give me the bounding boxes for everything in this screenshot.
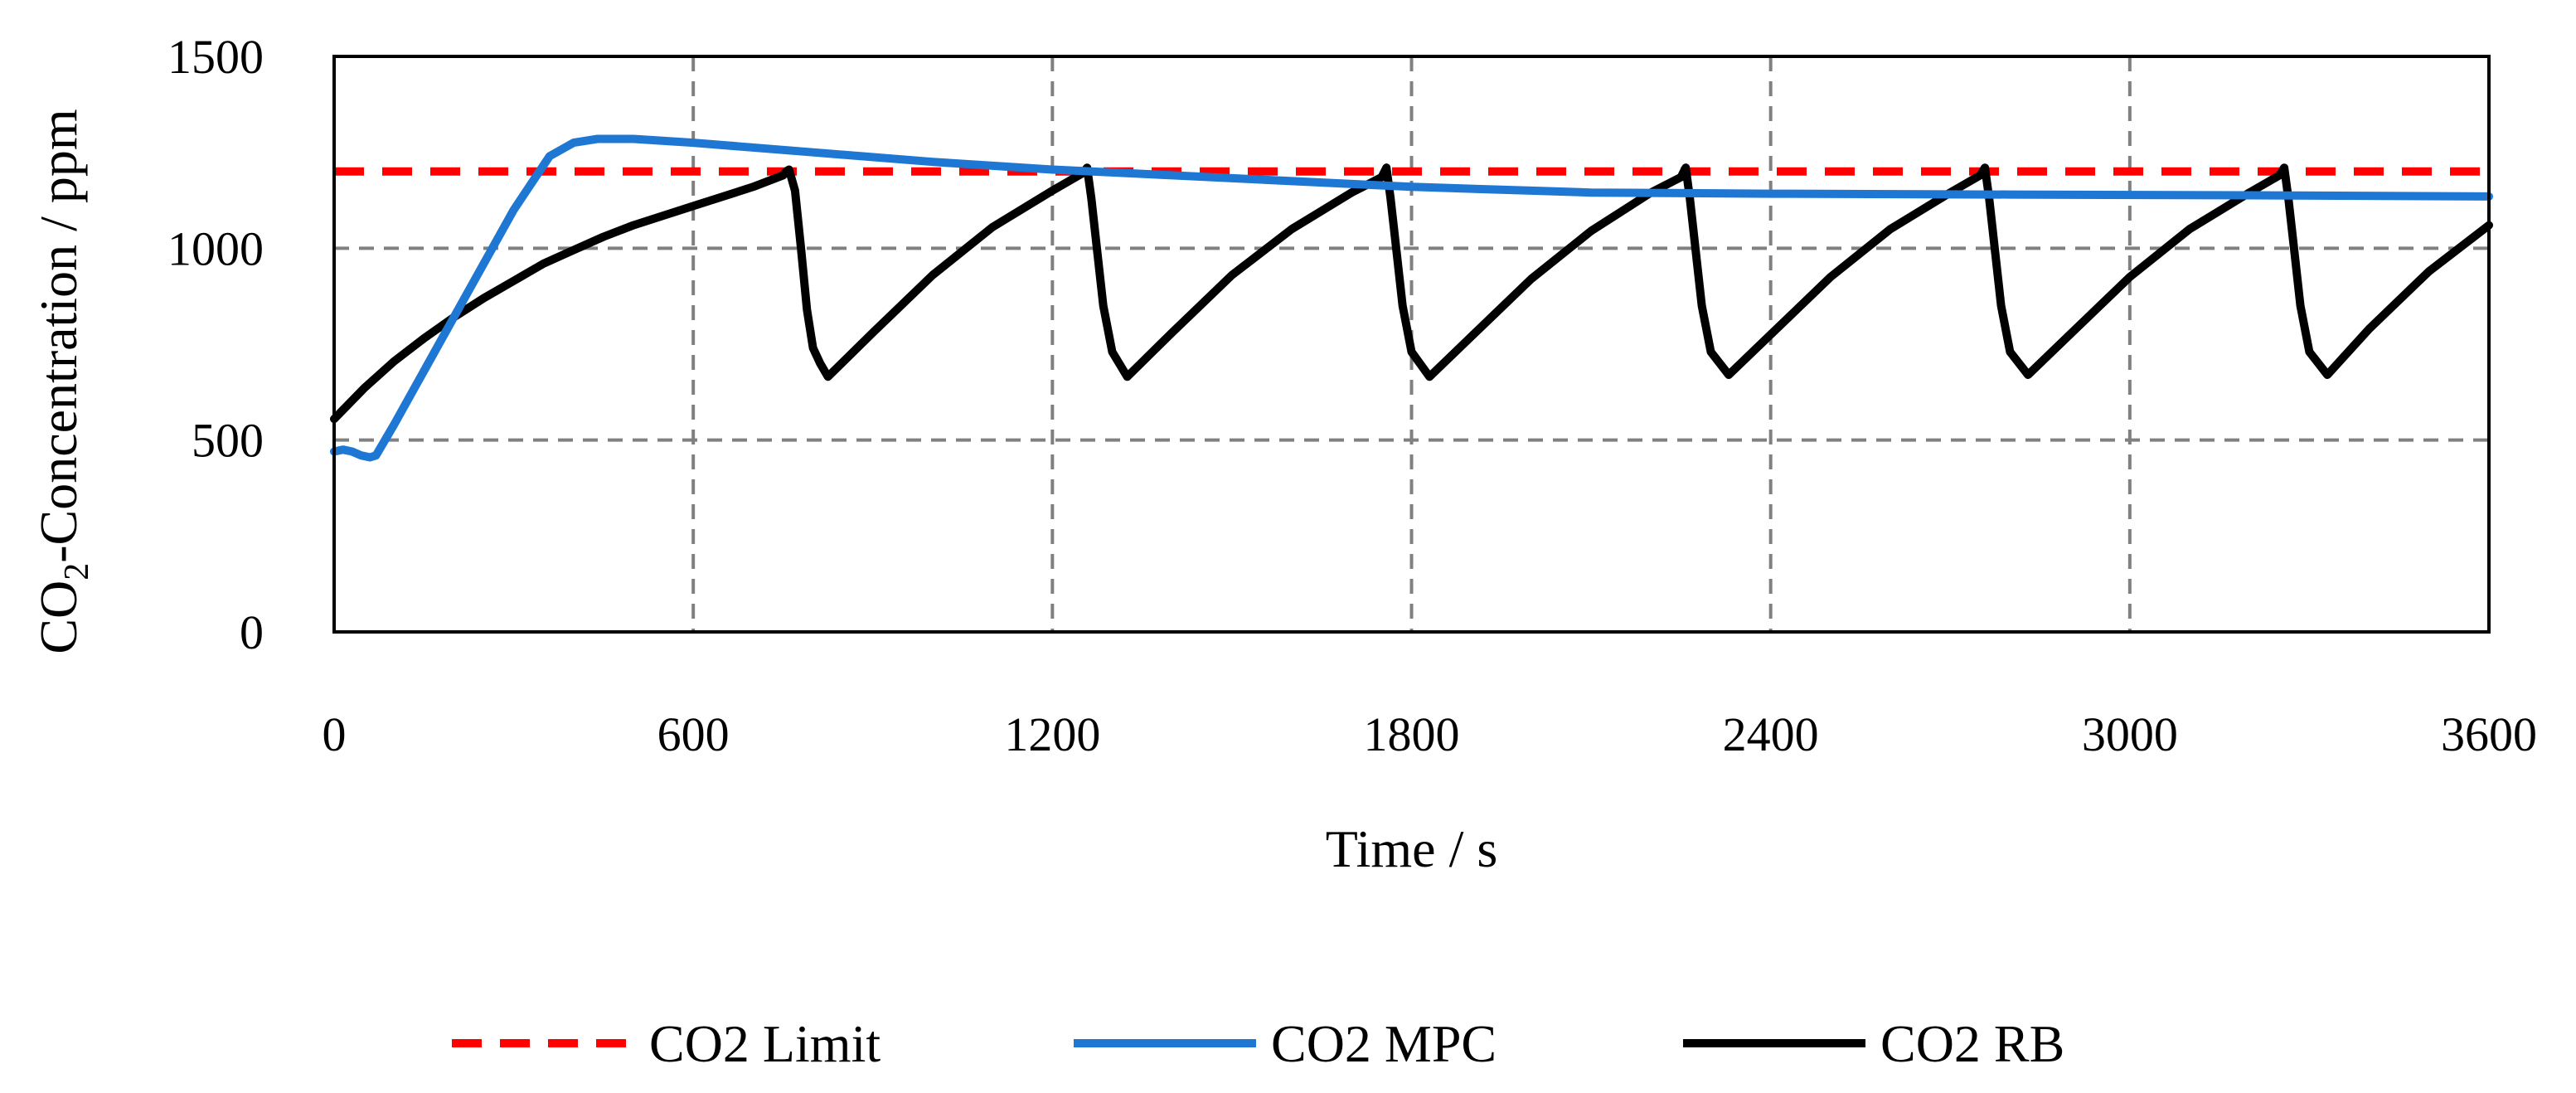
y-axis-title-prefix: CO: [29, 581, 88, 654]
legend: CO2 Limit CO2 MPC CO2 RB: [452, 1014, 2064, 1073]
x-tick-label: 3600: [2441, 707, 2537, 761]
y-axis-ticks: 0 500 1000 1500: [167, 30, 264, 659]
legend-label: CO2 MPC: [1271, 1014, 1497, 1073]
y-tick-label: 1000: [167, 221, 264, 275]
y-axis-title: CO2-Concentration / ppm: [29, 109, 96, 653]
x-tick-label: 0: [323, 707, 347, 761]
series-line-co2-mpc: [330, 134, 2493, 462]
x-axis-title: Time / s: [1326, 819, 1498, 878]
x-tick-label: 1800: [1364, 707, 1460, 761]
y-tick-label: 0: [240, 605, 264, 659]
grid-lines: [334, 56, 2489, 632]
x-tick-label: 1200: [1004, 707, 1100, 761]
y-axis-title-suffix: -Concentration / ppm: [29, 109, 88, 562]
y-axis-title-subscript: 2: [58, 563, 96, 581]
x-tick-label: 3000: [2082, 707, 2178, 761]
x-tick-label: 2400: [1723, 707, 1819, 761]
plot-frame: [332, 55, 2491, 634]
x-axis-ticks: 0 600 1200 1800 2400 3000 3600: [323, 707, 2538, 761]
legend-label: CO2 Limit: [649, 1014, 880, 1073]
y-tick-label: 1500: [167, 30, 264, 84]
y-tick-label: 500: [192, 414, 264, 468]
legend-label: CO2 RB: [1880, 1014, 2064, 1073]
x-tick-label: 600: [657, 707, 730, 761]
series-lines: [330, 134, 2493, 462]
